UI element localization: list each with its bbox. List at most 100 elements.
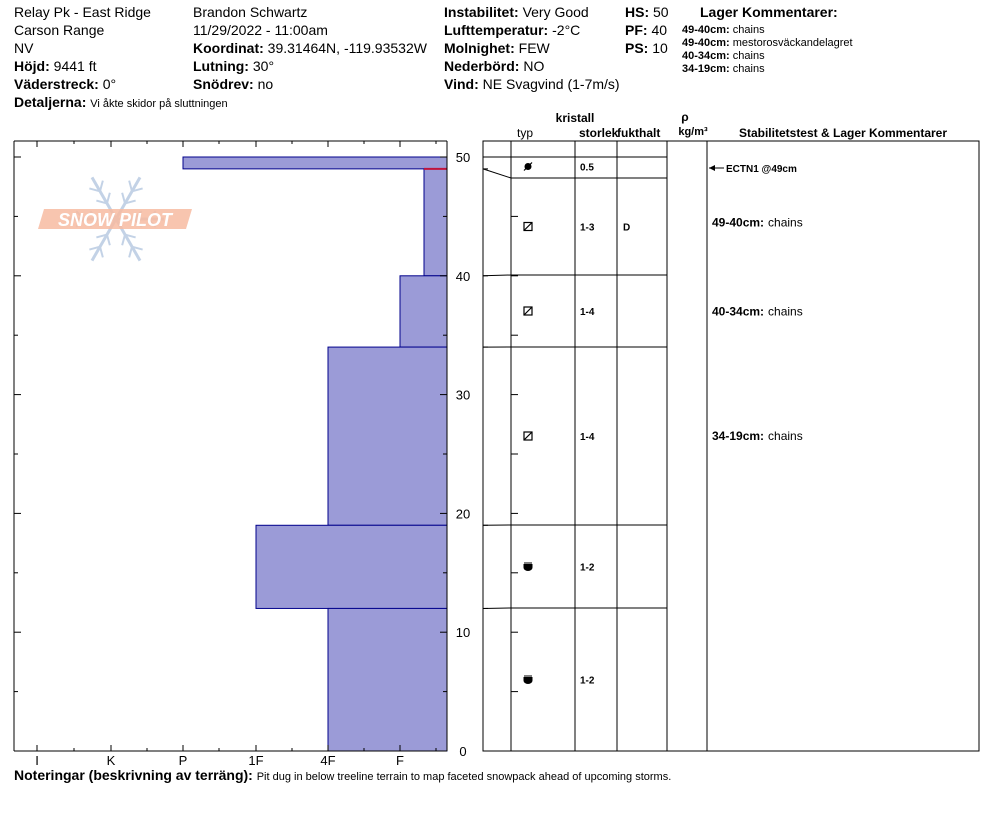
stability-comment: 34-19cm: chains	[712, 429, 803, 443]
snowflake-icon-branch	[121, 192, 126, 204]
header-field-value: 0°	[102, 76, 117, 92]
header-col4-row-0: HS: 50	[625, 4, 669, 21]
facet-grain-icon	[523, 306, 533, 316]
rounding-facet-grain-icon-stroke	[523, 162, 533, 171]
hardness-bar-5	[327, 607, 448, 752]
header-field-value: Brandon Schwartz	[193, 4, 308, 20]
header-field-label: PF:	[625, 22, 648, 38]
notes-text: Pit dug in below treeline terrain to map…	[256, 771, 672, 783]
layer-comment-range: 34-19cm:	[682, 63, 730, 75]
header-field-value: 11/29/2022 - 11:00am	[193, 22, 328, 38]
stability-comment-text: chains	[768, 304, 803, 318]
depth-hoar-grain-icon	[523, 564, 533, 571]
header-field-value: NO	[523, 58, 545, 74]
layer-comment-range: 49-40cm:	[682, 24, 730, 36]
header-field-value: Carson Range	[14, 22, 105, 38]
moisture-header: fukthalt	[617, 126, 660, 140]
header-field-label: Koordinat:	[193, 40, 264, 56]
notes-label: Noteringar (beskrivning av terräng):	[14, 767, 253, 783]
header-field-label: Lufttemperatur:	[444, 22, 549, 38]
snowpilot-logo: SNOW PILOT	[38, 176, 192, 262]
stability-test-arrow-head	[709, 165, 715, 171]
depth-tick-label: 20	[456, 506, 470, 521]
facet-grain-icon-stroke	[523, 222, 533, 231]
header-field-value: -2°C	[552, 22, 581, 38]
stability-header: Stabilitetstest & Lager Kommentarer	[739, 126, 947, 140]
logo-band	[38, 209, 192, 229]
header-field-value: FEW	[518, 40, 550, 56]
header-field-value: Relay Pk - East Ridge	[14, 4, 151, 20]
layer-comment-text: chains	[732, 50, 765, 62]
snowflake-icon-branch	[106, 234, 111, 246]
hardness-tick-label: 4F	[320, 753, 335, 768]
hardness-bar-3	[327, 346, 448, 526]
header-col4-row-1: PF: 40	[625, 22, 667, 39]
header-col3-row-1: Lufttemperatur: -2°C	[444, 22, 580, 39]
crystal-header: kristall	[556, 111, 595, 125]
hardness-tick-label: P	[179, 753, 188, 768]
snowflake-icon-branch	[89, 187, 101, 193]
header-field-label: HS:	[625, 4, 650, 20]
header-field-label: Instabilitet:	[444, 4, 519, 20]
depth-tick-label: 30	[456, 388, 470, 403]
hardness-tick-label: K	[107, 753, 116, 768]
header-field-label: Snödrev:	[193, 76, 254, 92]
snowflake-icon-branch	[106, 192, 111, 204]
header-field-label: Molnighet:	[444, 40, 515, 56]
hardness-bar-0	[182, 156, 448, 170]
layer-comment-item: 49-40cm: chains	[682, 24, 765, 37]
grain-size-label: 1-2	[580, 676, 595, 687]
header-field-value: 39.31464N, -119.93532W	[267, 40, 427, 56]
header-field-label: Höjd:	[14, 58, 50, 74]
layer-comments-title: Lager Kommentarer:	[700, 4, 838, 20]
header-field-value: 30°	[252, 58, 275, 74]
header-field-value: 9441 ft	[53, 58, 97, 74]
layer-comment-item: 40-34cm: chains	[682, 50, 765, 63]
header-field-label: PS:	[625, 40, 649, 56]
layer-comment-text: chains	[732, 24, 765, 36]
density-unit-header: kg/m³	[678, 126, 708, 138]
layer-comment-range: 40-34cm:	[682, 50, 730, 62]
snowflake-icon-branch	[96, 199, 108, 205]
grain-size-label: 1-2	[580, 563, 595, 574]
density-symbol-header: ρ	[681, 110, 688, 124]
facet-grain-icon	[523, 221, 533, 232]
header-field-value: 10	[652, 40, 668, 56]
header-col2-row-3: Lutning: 30°	[193, 58, 274, 75]
facet-grain-icon	[523, 431, 533, 441]
logo-text: SNOW PILOT	[58, 210, 174, 230]
grain-size-label: 0.5	[580, 163, 594, 174]
stability-comment-range: 34-19cm:	[712, 429, 764, 443]
details-value: Vi åkte skidor på sluttningen	[90, 98, 228, 110]
header-field-value: 50	[653, 4, 669, 20]
header-field-value: NE Svagvind (1-7m/s)	[482, 76, 620, 92]
header-col3-row-0: Instabilitet: Very Good	[444, 4, 589, 21]
header-col1-row-4: Väderstreck: 0°	[14, 76, 116, 93]
header-field-value: no	[257, 76, 274, 92]
hardness-tick-label: F	[396, 753, 404, 768]
header-col2-row-4: Snödrev: no	[193, 76, 273, 93]
grain-size-label: 1-4	[580, 307, 595, 318]
details-row: Detaljerna: Vi åkte skidor på sluttninge…	[14, 94, 228, 111]
depth-tick-label: 0	[459, 744, 466, 759]
grain-table-frame	[482, 140, 980, 752]
stability-comment-range: 49-40cm:	[712, 215, 764, 229]
moisture-label: D	[623, 223, 630, 234]
header-col3-row-2: Molnighet: FEW	[444, 40, 550, 57]
layer-connector	[482, 274, 512, 277]
header-col1-row-1: Carson Range	[14, 22, 104, 39]
layer-connector	[482, 168, 512, 179]
hardness-bar-4	[255, 524, 448, 609]
snowflake-icon-branch	[96, 233, 108, 239]
snowflake-icon-branch	[99, 180, 104, 192]
header-field-label: Vind:	[444, 76, 479, 92]
header-field-label: Lutning:	[193, 58, 249, 74]
stability-comment-text: chains	[768, 215, 803, 229]
details-label: Detaljerna:	[14, 94, 87, 110]
snowflake-icon-branch	[131, 187, 143, 193]
header-field-label: Nederbörd:	[444, 58, 520, 74]
header-field-value: NV	[14, 40, 34, 56]
depth-tick-label: 10	[456, 625, 470, 640]
layer-comment-text: mestorosväckandelagret	[732, 37, 853, 49]
header-col3-row-3: Nederbörd: NO	[444, 58, 544, 75]
